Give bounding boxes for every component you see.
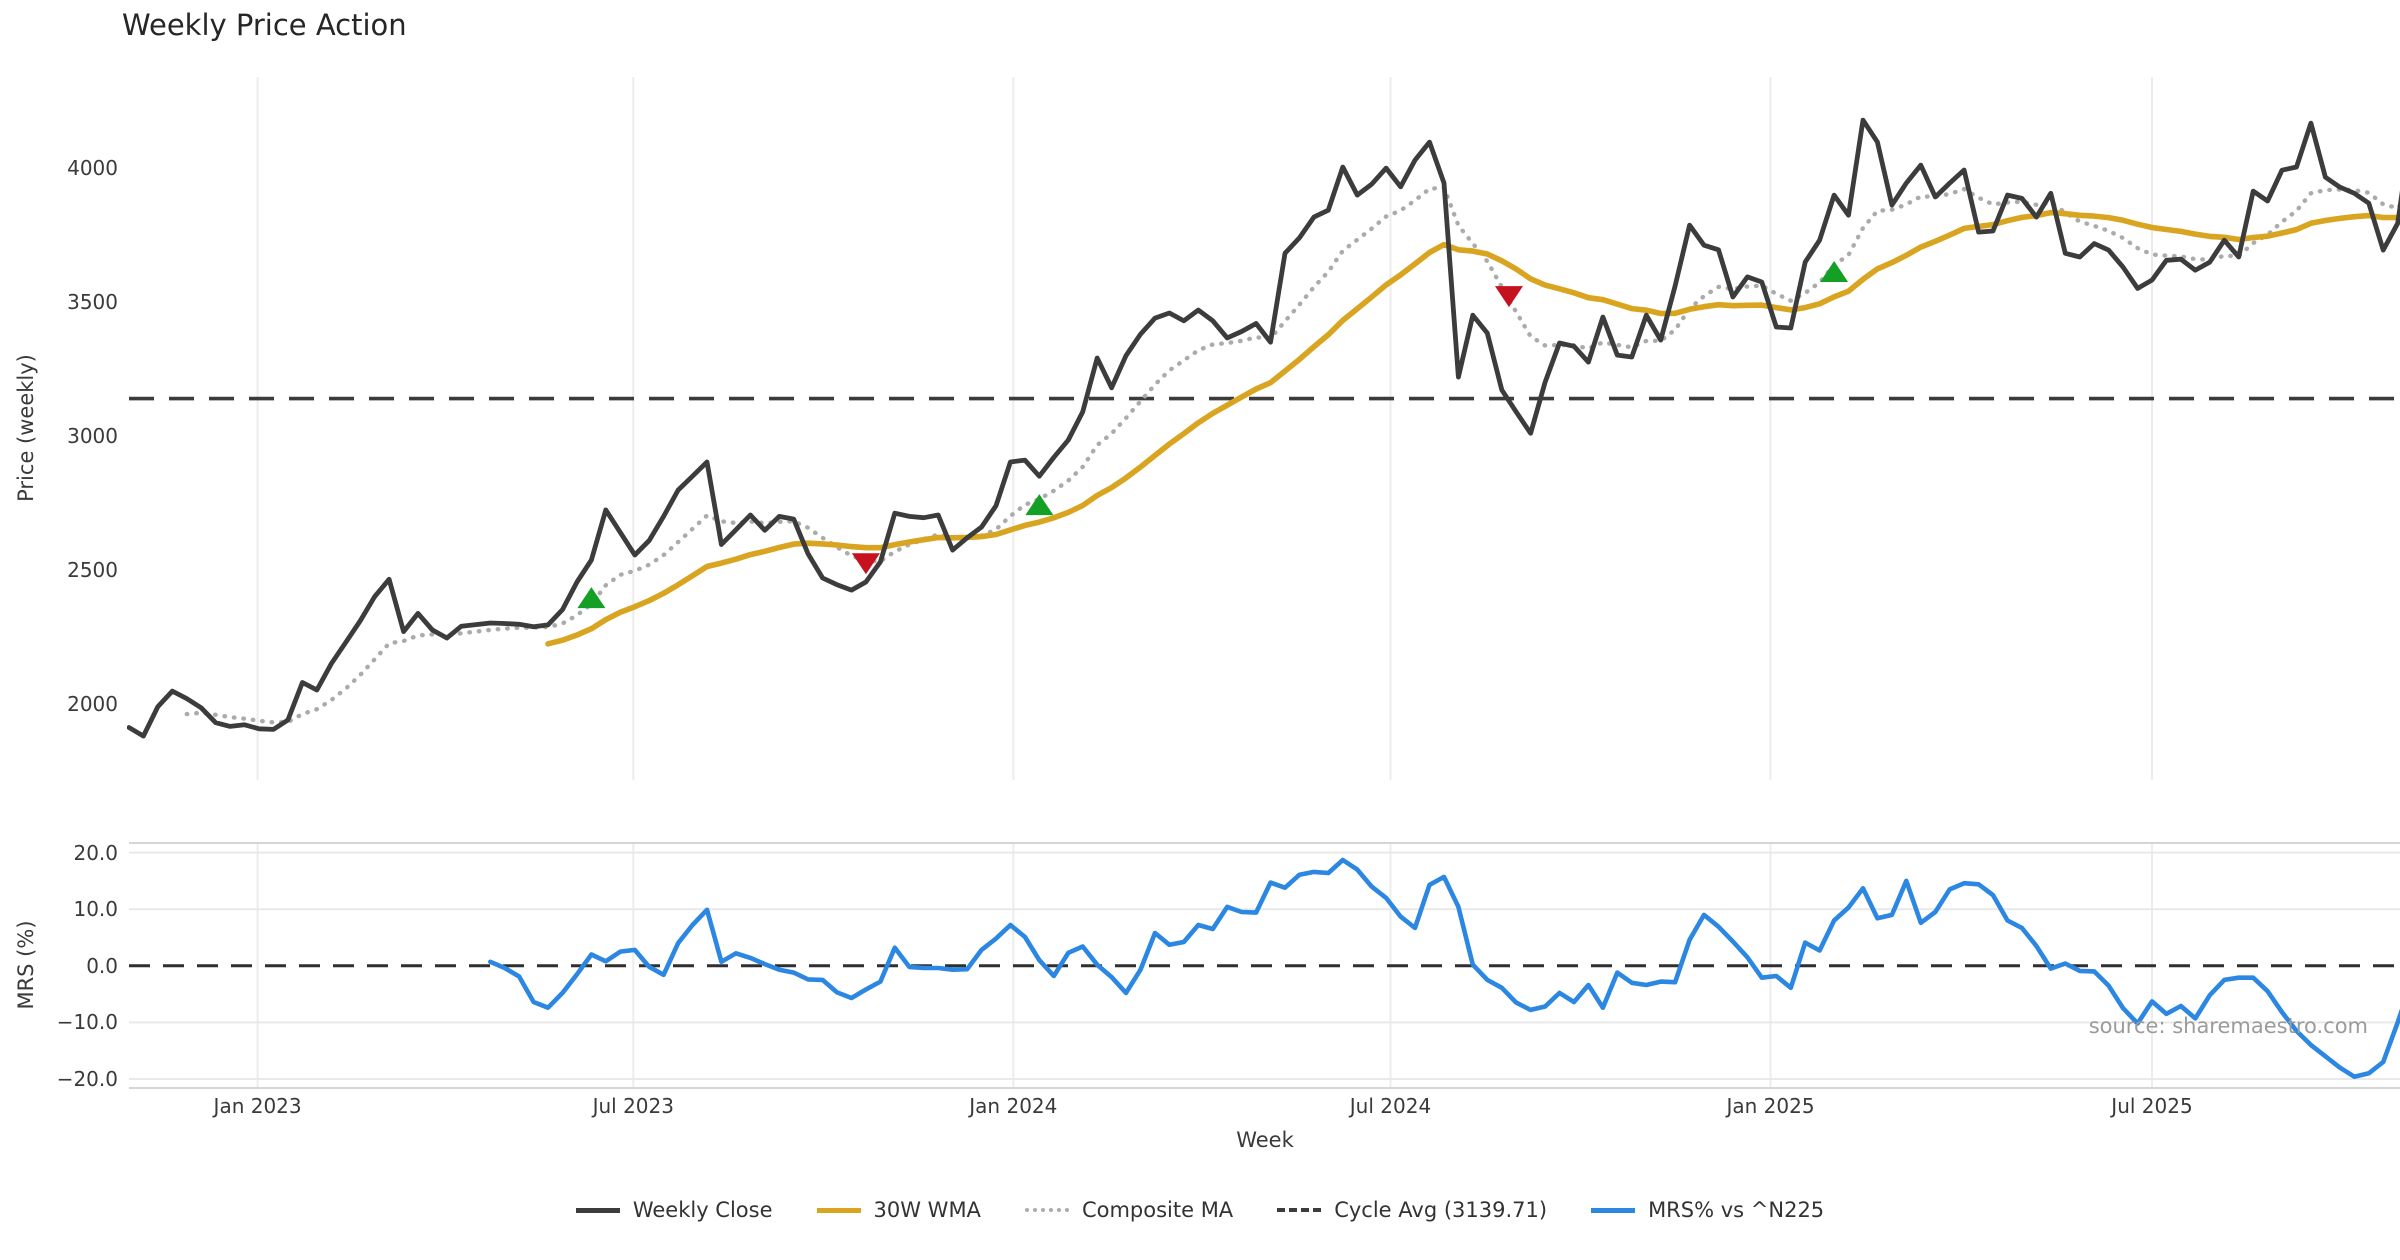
buy-signal-marker-icon bbox=[577, 587, 606, 609]
legend-item-composite: Composite MA bbox=[1024, 1198, 1234, 1222]
chart-title: Weekly Price Action bbox=[122, 8, 407, 42]
x-tick-label: Jan 2023 bbox=[213, 1094, 302, 1118]
legend-item-mrs: MRS% vs ^N225 bbox=[1591, 1198, 1824, 1222]
price-y-tick-label: 2000 bbox=[67, 691, 118, 716]
weekly-close-swatch-icon bbox=[575, 1207, 620, 1213]
buy-signal-marker-icon bbox=[1820, 261, 1849, 283]
x-axis-label: Week bbox=[1236, 1128, 1294, 1152]
legend-label: Cycle Avg (3139.71) bbox=[1334, 1198, 1548, 1222]
weekly-close-line bbox=[127, 117, 2400, 739]
wma-swatch-icon bbox=[816, 1207, 861, 1213]
x-tick-label: Jul 2024 bbox=[1349, 1094, 1432, 1118]
price-y-tick-label: 3500 bbox=[67, 290, 118, 315]
mrs-line bbox=[487, 857, 2400, 1079]
mrs-y-tick-label: −10.0 bbox=[56, 1010, 118, 1035]
sell-signal-marker-icon bbox=[851, 553, 880, 575]
x-tick-label: Jan 2025 bbox=[1726, 1094, 1815, 1118]
composite-ma-swatch-icon bbox=[1024, 1208, 1069, 1212]
mrs-y-tick-label: −20.0 bbox=[56, 1066, 118, 1091]
x-tick-label: Jul 2025 bbox=[2111, 1094, 2193, 1118]
x-tick-label: Jan 2024 bbox=[969, 1094, 1058, 1118]
legend-label: Composite MA bbox=[1081, 1198, 1234, 1222]
chart-legend: Weekly Close 30W WMA Composite MA Cycle … bbox=[0, 1198, 2400, 1222]
mrs-y-tick-label: 20.0 bbox=[73, 840, 118, 865]
legend-item-cycle-avg: Cycle Avg (3139.71) bbox=[1277, 1198, 1547, 1222]
mrs-y-tick-label: 0.0 bbox=[86, 953, 118, 978]
price-y-tick-label: 4000 bbox=[67, 156, 118, 181]
wma-line bbox=[545, 209, 2400, 647]
buy-signal-marker-icon bbox=[1025, 494, 1054, 516]
legend-label: MRS% vs ^N225 bbox=[1648, 1198, 1825, 1222]
price-y-tick-label: 2500 bbox=[67, 557, 118, 582]
source-credit: source: sharemaestro.com bbox=[2088, 1014, 2368, 1038]
legend-label: 30W WMA bbox=[873, 1198, 981, 1222]
legend-item-weekly-close: Weekly Close bbox=[575, 1198, 773, 1222]
legend-label: Weekly Close bbox=[632, 1198, 773, 1222]
cycle-avg-swatch-icon bbox=[1277, 1208, 1322, 1212]
price-y-tick-label: 3000 bbox=[67, 424, 118, 448]
mrs-swatch-icon bbox=[1591, 1207, 1636, 1213]
legend-item-wma: 30W WMA bbox=[816, 1198, 981, 1222]
x-tick-label: Jul 2023 bbox=[592, 1094, 674, 1118]
sell-signal-marker-icon bbox=[1494, 286, 1523, 308]
mrs-y-tick-label: 10.0 bbox=[73, 897, 118, 922]
composite-ma-line bbox=[184, 185, 2400, 725]
